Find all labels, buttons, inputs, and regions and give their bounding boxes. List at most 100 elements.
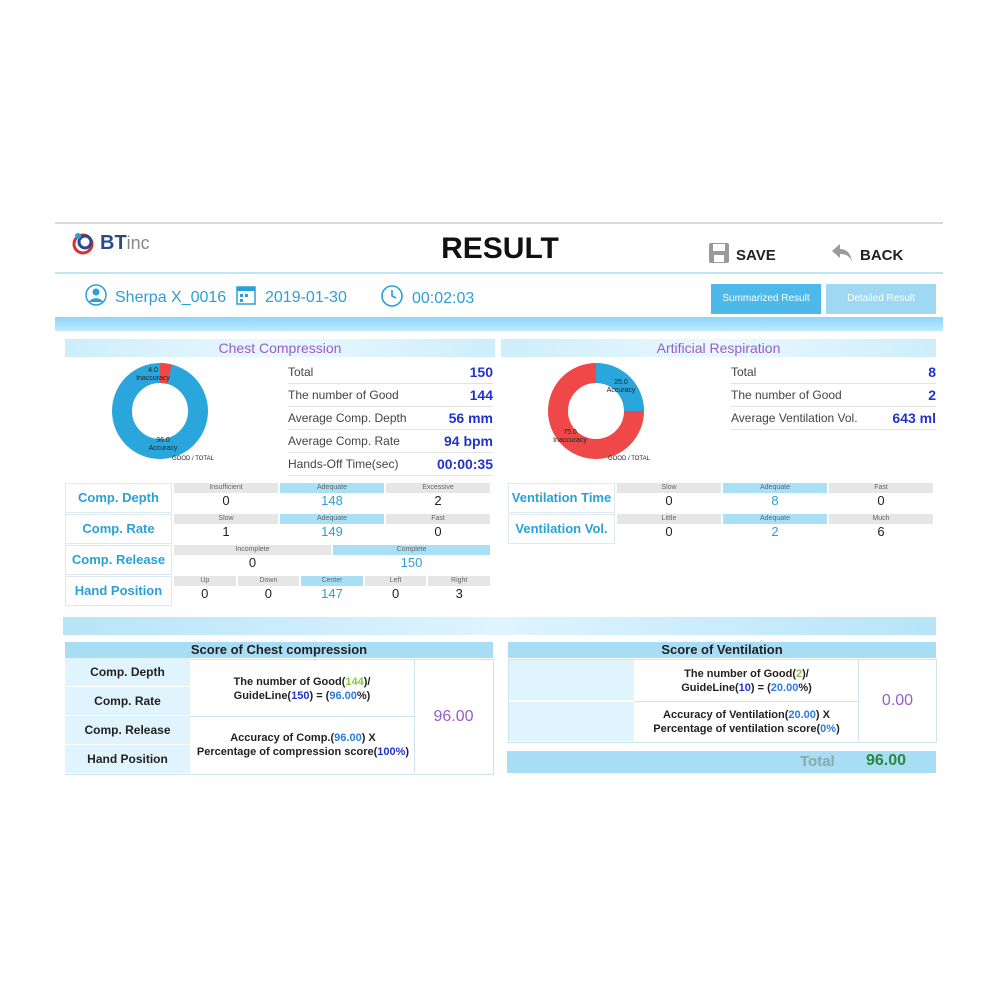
stat-row: Total 8 (731, 361, 936, 384)
resp-donut-caption: GOOD / TOTAL (607, 456, 650, 462)
metric-cell-value: 1 (222, 524, 230, 539)
metric-label: Hand Position (65, 576, 172, 606)
chest-f1-guide: 150 (291, 690, 310, 702)
metric-cell: Little 0 (617, 514, 721, 542)
resp-inaccuracy-text: Inaccuracy (553, 437, 587, 444)
score-row-comp-release: Comp. Release (65, 716, 190, 745)
back-button[interactable]: BACK (830, 242, 903, 268)
bt-logo: BTinc (70, 230, 150, 256)
metric-label: Comp. Release (65, 545, 172, 575)
metric-cell-header: Slow (617, 483, 721, 493)
vent-f1-e: %) (798, 682, 812, 694)
resp-accuracy-value: 25.0 (614, 379, 628, 386)
chest-inaccuracy-label: 4.0 Inaccuracy (136, 367, 170, 383)
metric-cell-header: Right (428, 576, 490, 586)
stat-value: 643 ml (892, 410, 936, 426)
chest-accuracy-value: 96.0 (156, 437, 170, 444)
top-border (55, 222, 943, 224)
metric-cell: Adequate 8 (723, 483, 827, 511)
metric-cell: Adequate 2 (723, 514, 827, 542)
stat-value: 00:00:35 (436, 456, 493, 472)
metric-cell-value: 149 (321, 524, 343, 539)
metric-cell-header: Fast (829, 483, 933, 493)
metric-label: Comp. Depth (65, 483, 172, 513)
chest-compression-header: Chest Compression (65, 339, 495, 357)
logo-text: BT (100, 231, 127, 254)
tab-summarized-result[interactable]: Summarized Result (711, 284, 821, 314)
stat-label: The number of Good (288, 388, 399, 402)
metric-cell: Slow 1 (174, 514, 278, 542)
chest-f2-d: ) (405, 746, 410, 758)
resp-accuracy-text: Accuracy (606, 387, 636, 394)
stat-label: The number of Good (731, 388, 842, 402)
clock-icon (380, 284, 404, 313)
metric-cell-header: Fast (386, 514, 490, 524)
tab-detailed-label: Detailed Result (847, 293, 915, 304)
resp-inaccuracy-label: 75.0 Inaccuracy (550, 429, 590, 445)
metric-cell-value: 2 (434, 493, 442, 508)
score-chest-header: Score of Chest compression (65, 642, 493, 658)
chest-accuracy-text: Accuracy (148, 445, 178, 452)
score-chest-divider (190, 716, 415, 717)
vent-left-cell-2 (509, 702, 634, 741)
chest-f2-pct: 100% (377, 746, 406, 758)
metric-cell-value: 150 (400, 555, 423, 570)
metric-cell-header: Insufficient (174, 483, 278, 493)
vent-f1-a: The number of Good( (684, 668, 796, 680)
metric-cell-header: Little (617, 514, 721, 524)
vent-f1-guide: 10 (738, 682, 751, 694)
calendar-icon (235, 284, 257, 311)
chest-formula-good: The number of Good(144)/ GuideLine(150) … (192, 675, 412, 703)
user-icon (85, 284, 107, 311)
metric-cell: Incomplete 0 (174, 545, 331, 573)
chest-donut-chart (112, 363, 208, 459)
save-button[interactable]: SAVE (708, 242, 776, 268)
total-value: 96.00 (866, 752, 907, 769)
vent-f2-d: ) (836, 723, 840, 735)
metric-cell: Adequate 148 (280, 483, 384, 511)
metric-cell-header: Incomplete (174, 545, 331, 555)
vent-score-value: 0.00 (881, 692, 914, 709)
stat-value: 56 mm (448, 410, 493, 426)
session-date: 2019-01-30 (265, 288, 347, 306)
metric-cell: Excessive 2 (386, 483, 490, 511)
score-chest-vdivider (414, 659, 415, 773)
total-bar (507, 751, 936, 773)
metric-cell-header: Adequate (280, 514, 384, 524)
chest-f1-b: )/ (363, 676, 371, 688)
session-duration: 00:02:03 (412, 289, 475, 307)
vent-formula-accuracy: Accuracy of Ventilation(20.00) X Percent… (636, 708, 857, 736)
metric-cell-header: Adequate (280, 483, 384, 493)
chest-inaccuracy-text: Inaccuracy (136, 375, 170, 382)
tab-summarized-label: Summarized Result (722, 293, 810, 304)
chest-f2-acc: 96.00 (334, 732, 362, 744)
resp-accuracy-label: 25.0 Accuracy (603, 379, 639, 395)
date-info: 2019-01-30 (235, 284, 347, 311)
stat-label: Average Comp. Depth (288, 411, 407, 425)
metric-cell-header: Much (829, 514, 933, 524)
chest-f2-c: Percentage of compression score( (196, 746, 378, 758)
stat-row: Average Ventilation Vol. 643 ml (731, 407, 936, 430)
metric-cell-value: 6 (877, 524, 885, 539)
score-vent-divider (634, 701, 859, 702)
metric-cell: Center 147 (301, 576, 363, 604)
page-title: RESULT (441, 232, 559, 265)
vent-f2-b: ) X (815, 709, 830, 721)
vent-f1-c: GuideLine( (681, 682, 739, 694)
stat-label: Total (731, 365, 757, 379)
logo-suffix: inc (126, 232, 150, 253)
metric-cell-header: Up (174, 576, 236, 586)
metric-cell: Fast 0 (386, 514, 490, 542)
metric-cell: Much 6 (829, 514, 933, 542)
vent-f2-pct: 0% (820, 723, 837, 735)
metric-cell-value: 0 (248, 555, 257, 570)
tab-detailed-result[interactable]: Detailed Result (826, 284, 936, 314)
stat-value: 8 (928, 364, 936, 380)
back-arrow-icon (830, 242, 854, 268)
chest-donut-caption: GOOD / TOTAL (171, 456, 214, 462)
chest-formula-accuracy: Accuracy of Comp.(96.00) X Percentage of… (190, 731, 416, 759)
vent-f1-pct: 20.00 (770, 682, 799, 694)
artificial-respiration-header: Artificial Respiration (501, 339, 936, 357)
save-icon (708, 242, 730, 268)
metric-cell: Left 0 (364, 576, 427, 604)
